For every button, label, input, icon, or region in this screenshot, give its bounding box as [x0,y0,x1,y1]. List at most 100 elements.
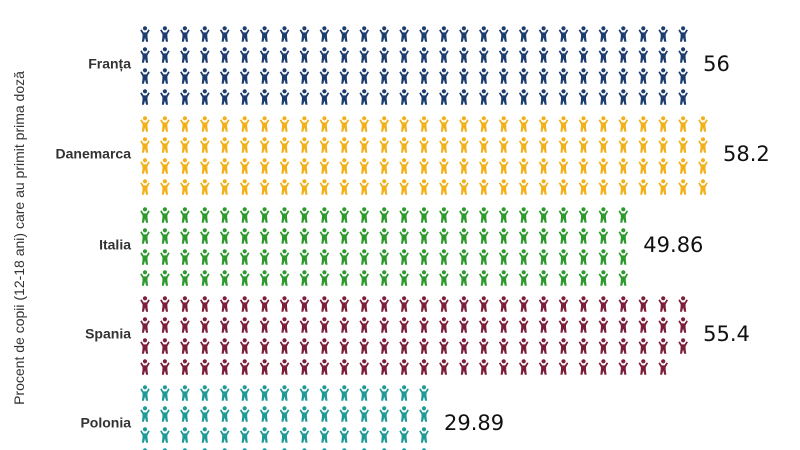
person-icon [578,179,589,195]
person-icon [319,317,330,333]
person-icon [160,427,170,443]
person-icon [538,249,549,265]
person-icon [319,228,330,244]
person-icon [339,270,350,286]
person-icon [598,359,609,375]
person-icon [379,249,389,265]
person-icon [160,68,170,84]
person-icon [698,116,708,132]
person-icon [219,296,230,312]
person-icon [678,89,688,105]
person-icon [658,179,668,195]
person-icon [578,338,589,354]
person-icon [518,68,529,84]
person-icon [239,249,250,265]
person-icon [419,406,429,422]
person-icon [279,158,290,174]
person-icon [239,137,250,153]
person-icon [379,207,389,223]
person-icon [200,89,210,105]
person-icon [419,249,429,265]
person-icon [538,207,549,223]
person-icon [160,270,170,286]
person-icon [339,137,350,153]
person-icon [219,158,230,174]
person-icon [379,270,389,286]
person-icon [538,47,549,63]
person-icon [498,359,509,375]
person-icon [578,47,589,63]
person-icon [379,116,389,132]
person-icon [279,228,290,244]
person-icon [180,385,190,401]
person-icon [658,338,668,354]
person-icon [219,89,230,105]
person-icon [140,385,150,401]
person-icon [658,47,668,63]
person-icon [538,158,549,174]
person-icon [319,406,330,422]
person-icon [299,249,310,265]
person-icon [180,116,190,132]
person-icon [638,116,649,132]
person-icon [299,158,310,174]
person-icon [598,296,609,312]
person-icon [479,359,489,375]
person-icon [259,406,270,422]
person-icon [279,296,290,312]
person-icon [359,406,369,422]
person-icon [200,207,210,223]
person-icon [439,68,449,84]
person-icon [160,137,170,153]
person-icon [319,207,330,223]
person-icon [479,116,489,132]
person-icon [200,179,210,195]
person-icon [140,47,150,63]
person-icon [200,317,210,333]
person-icon [299,228,310,244]
person-icon [379,89,389,105]
person-icon [200,427,210,443]
person-icon [399,68,409,84]
person-icon [638,317,649,333]
person-icon [239,296,250,312]
person-icon [419,207,429,223]
person-icon [658,116,668,132]
person-icon [379,406,389,422]
person-icon [479,26,489,42]
person-icon [279,338,290,354]
person-icon [180,179,190,195]
person-icon [598,228,609,244]
person-icon [479,296,489,312]
person-icon [578,296,589,312]
person-icon [498,249,509,265]
person-icon [180,89,190,105]
person-icon [498,228,509,244]
person-icon [518,137,529,153]
person-icon [399,158,409,174]
person-icon [259,338,270,354]
person-icon [598,207,609,223]
person-icon [219,385,230,401]
person-icon [618,179,629,195]
person-icon [638,338,649,354]
row-spania: Spania 55.4 [85,296,750,375]
person-icon [419,47,429,63]
person-icon [518,89,529,105]
person-icon [339,296,350,312]
person-icon [498,158,509,174]
person-icon [399,179,409,195]
person-icon [538,359,549,375]
person-icon [399,385,409,401]
person-icon [439,179,449,195]
person-icon [180,406,190,422]
person-icon [459,249,469,265]
person-icon [299,207,310,223]
person-icon [678,179,688,195]
person-icon [140,179,150,195]
person-icon [140,249,150,265]
person-icon [239,406,250,422]
person-icon [518,338,529,354]
person-icon [219,317,230,333]
person-icon [618,317,629,333]
